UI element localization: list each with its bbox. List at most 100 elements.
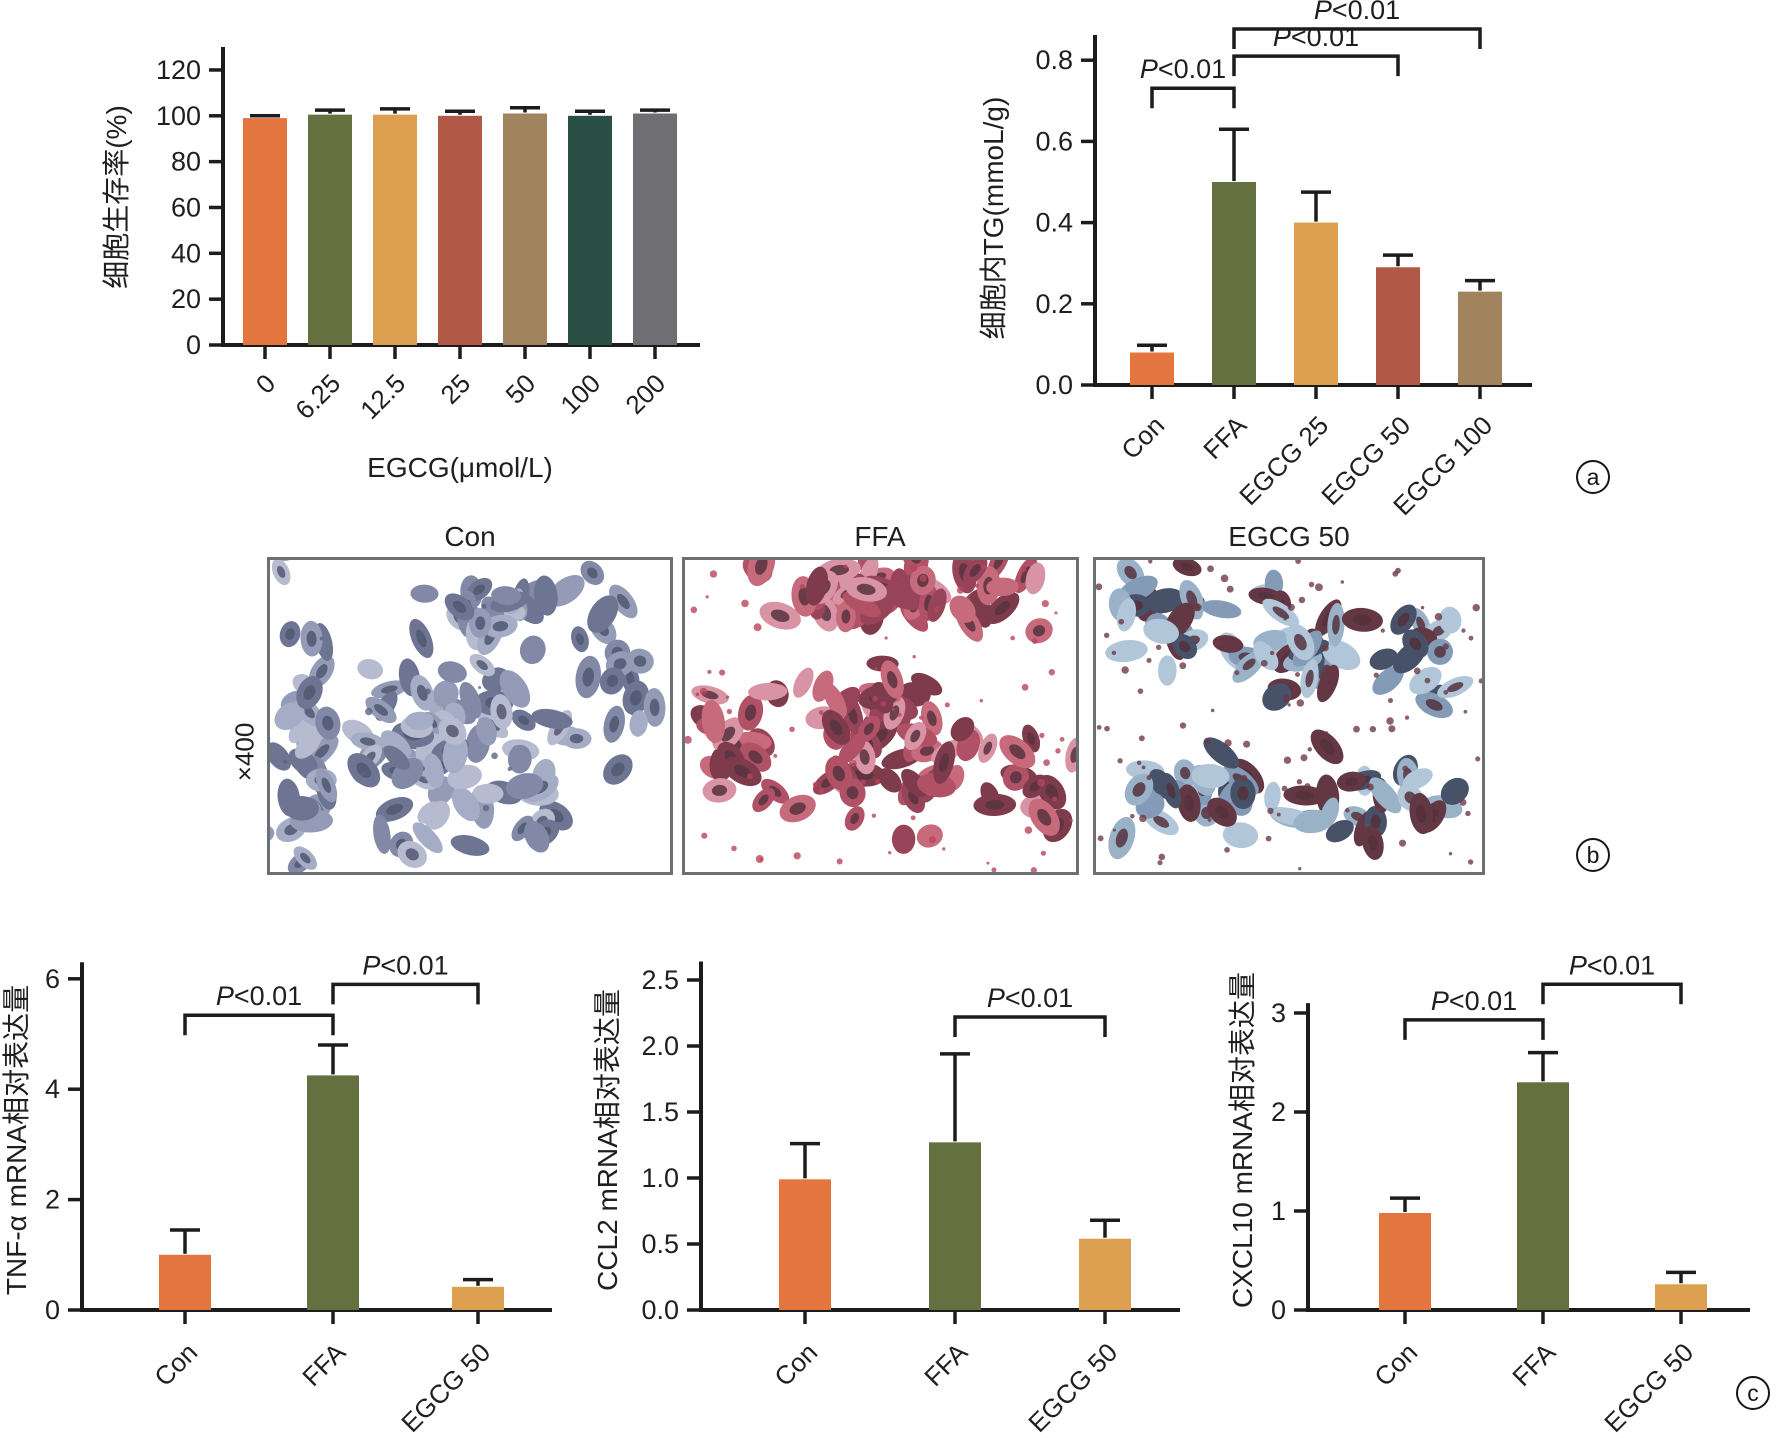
bar-con [1379,1212,1431,1310]
stain-speck [701,832,708,839]
bar-50 [503,113,547,346]
x-category-label: 200 [619,368,671,420]
stain-speck [1146,657,1152,663]
cell [748,682,788,701]
cell-nucleus [492,621,509,632]
cell-nucleus [1415,804,1427,823]
cell [701,700,726,744]
significance-bracket [1150,86,1236,109]
x-category-label: Con [148,1337,203,1392]
cell [1025,562,1046,595]
y-tick-label: 0 [45,1295,60,1325]
cell-nucleus [649,698,660,717]
cell [1146,588,1185,614]
cell-nucleus [1295,791,1315,801]
stain-speck [1404,715,1410,720]
cell-nucleus [315,664,328,679]
stain-speck [1130,813,1135,819]
cell-nucleus [276,565,286,578]
x-axis-label: EGCG(μmol/L) [367,452,553,483]
cell-nucleus [919,745,935,756]
y-axis-label: 细胞生存率(%) [101,105,132,289]
cell-nucleus [748,750,763,764]
cell-nucleus [1409,637,1422,651]
cell [949,595,976,623]
x-category-label: FFA [1506,1337,1561,1392]
cell-nucleus [758,794,769,806]
stain-speck [1192,603,1201,612]
micrograph-egcg-50 [1093,557,1485,875]
stain-speck [1139,814,1147,823]
stain-speck [365,707,373,716]
cell-nucleus [300,852,311,864]
stain-speck [1443,689,1449,695]
cell [1439,606,1462,634]
x-category-label: FFA [918,1337,973,1392]
stain-speck [1461,628,1466,633]
cell [1222,822,1259,849]
cell-nucleus [285,628,295,640]
cell-nucleus [1319,739,1335,755]
y-tick-label: 20 [171,284,201,314]
cell-nucleus [734,764,752,779]
cell-nucleus [1425,698,1443,711]
x-category-label: EGCG 50 [395,1337,496,1438]
x-category-label: 50 [500,368,542,410]
stain-speck [1388,725,1396,733]
cell [1262,683,1292,711]
cell [412,822,443,854]
stain-speck [875,779,880,784]
stain-speck [1226,585,1234,593]
cell-nucleus [939,753,950,773]
micrograph-cells [1095,557,1484,871]
stain-speck [1353,725,1360,733]
stain-speck [1434,816,1438,820]
stain-speck [1377,807,1383,813]
bar-100 [568,115,612,345]
stain-speck [1467,859,1474,865]
significance-label: P<0.01 [1431,986,1517,1016]
y-tick-label: 0.6 [1035,126,1073,156]
stain-speck [1468,635,1474,641]
cell-nucleus [321,777,332,793]
stain-speck [1213,638,1222,647]
stain-speck [871,813,877,818]
bar-0 [243,118,287,345]
bar-6.25 [308,114,352,346]
stain-speck [1048,669,1055,676]
cell [531,708,573,729]
stain-speck [1392,570,1399,577]
stain-speck [482,805,490,812]
cell-nucleus [1257,592,1274,601]
cell [911,672,943,696]
cell [927,588,947,622]
stain-speck [888,851,892,855]
cell [491,586,521,606]
stain-speck [799,583,805,590]
bar-con [159,1254,211,1310]
cell [507,744,532,774]
stain-speck [1369,725,1377,733]
cell-nucleus [859,749,870,765]
stain-speck [746,773,753,780]
cell [373,814,391,854]
y-tick-label: 0.2 [1035,289,1073,319]
y-tick-label: 4 [45,1074,60,1104]
cell-nucleus [613,658,627,670]
cell-nucleus [629,690,642,706]
stain-speck [910,564,918,572]
stain-speck [695,692,700,697]
stain-speck [491,752,498,760]
cell-nucleus [1180,562,1194,572]
panel-letter-a: a [1576,460,1610,494]
y-tick-label: 1 [1271,1196,1286,1226]
cell-nucleus [1416,616,1426,631]
y-tick-label: 120 [156,55,201,85]
cell [442,734,468,774]
cell [986,577,1019,597]
stain-speck [1373,672,1379,678]
cell [587,595,619,633]
bar-egcg-25 [1294,222,1338,385]
cell [499,670,531,708]
